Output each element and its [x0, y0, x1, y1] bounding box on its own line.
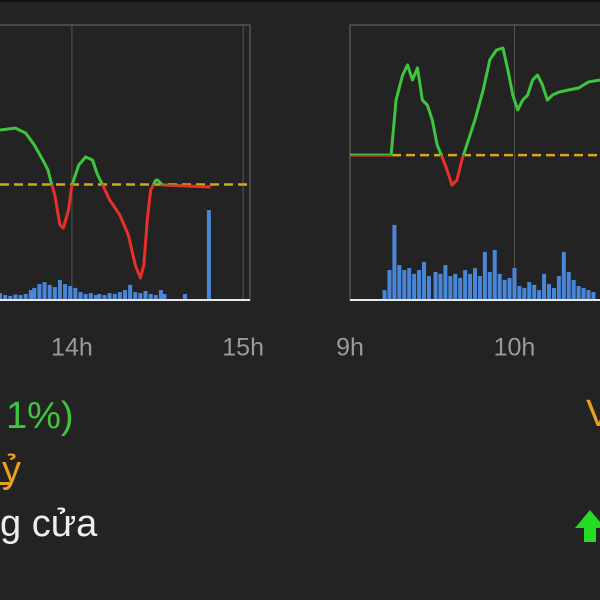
volume-bar: [117, 292, 122, 300]
volume-bar: [133, 292, 138, 300]
right-label: V: [586, 393, 600, 435]
volume-bar: [153, 295, 158, 300]
volume-bar: [482, 251, 487, 300]
volume-bar: [37, 284, 42, 300]
volume-bar: [148, 293, 153, 300]
volume-bar: [448, 276, 453, 300]
volume-bar: [97, 293, 102, 300]
volume-bar: [551, 287, 556, 300]
volume-bar: [112, 293, 117, 300]
volume-bar: [502, 279, 507, 300]
volume-bar: [47, 284, 52, 300]
volume-bar: [426, 276, 431, 300]
volume-bar: [8, 295, 13, 300]
volume-bar: [417, 270, 422, 300]
volume-bar: [143, 290, 148, 300]
volume-bar: [542, 273, 547, 300]
volume-bar: [537, 290, 542, 300]
volume-bar: [88, 293, 93, 300]
volume-bar: [433, 271, 438, 300]
volume-bar: [477, 276, 482, 300]
volume-bar: [407, 268, 412, 300]
volume-bar: [138, 293, 143, 300]
volume-bar: [128, 284, 133, 300]
volume-bar: [517, 285, 522, 300]
volume-bar: [561, 251, 566, 300]
volume-bar: [23, 293, 28, 300]
volume-bar: [32, 287, 37, 300]
volume-bar: [73, 287, 78, 300]
volume-bar: [576, 285, 581, 300]
volume-bar: [453, 273, 458, 300]
volume-bar: [13, 294, 18, 300]
volume-bar: [512, 268, 517, 300]
price-line: [350, 46, 600, 187]
volume-bar: [422, 262, 427, 300]
change-text: 1%): [6, 395, 74, 437]
volume-bar: [412, 273, 417, 300]
volume-bar: [492, 249, 497, 300]
volume-bar: [382, 290, 387, 300]
volume-bar: [402, 270, 407, 300]
volume-bar: [463, 270, 468, 300]
volume-bar: [68, 285, 73, 300]
x-tick-label: 15h: [222, 334, 264, 362]
volume-bar: [438, 273, 443, 300]
volume-bar: [107, 293, 112, 300]
volume-bar: [468, 273, 473, 300]
volume-bar: [3, 295, 8, 300]
volume-bar: [182, 293, 187, 300]
volume-bar: [497, 273, 502, 300]
volume-bar: [522, 287, 527, 300]
volume-bar: [123, 290, 127, 300]
volume-bar: [581, 287, 586, 300]
volume-bar: [162, 293, 167, 300]
volume-bar: [566, 271, 571, 300]
volume-bar: [387, 270, 392, 300]
volume-bar: [556, 276, 561, 300]
volume-bar: [83, 293, 88, 300]
status-text: g cửa: [0, 503, 98, 545]
volume-bar: [507, 278, 512, 300]
x-tick-label: 14h: [51, 334, 93, 362]
volume-bar: [42, 282, 47, 300]
volume-bar: [52, 287, 57, 300]
volume-bar: [0, 293, 2, 300]
volume-bar: [206, 210, 211, 300]
volume-bar: [443, 265, 448, 300]
x-tick-label: 9h: [336, 334, 364, 362]
volume-bar: [158, 290, 163, 300]
volume-bar: [547, 284, 552, 300]
volume-bar: [392, 224, 397, 300]
volume-bar: [527, 282, 532, 300]
volume-bar: [102, 295, 107, 300]
volume-bar: [63, 284, 68, 300]
volume-bar: [473, 268, 477, 300]
price-line: [0, 126, 211, 280]
up-arrow-icon: [575, 510, 600, 542]
volume-bar: [586, 290, 591, 300]
volume-bar: [591, 292, 596, 300]
x-tick-label: 10h: [494, 334, 536, 362]
partial-glyph: [0, 482, 12, 485]
volume-bar: [571, 279, 576, 300]
volume-bar: [532, 284, 537, 300]
volume-bar: [397, 265, 402, 300]
volume-bar: [57, 279, 62, 300]
volume-bar: [93, 295, 98, 300]
volume-bar: [28, 290, 33, 300]
value-text: ỷ: [2, 449, 21, 491]
volume-bar: [487, 271, 492, 300]
volume-bar: [78, 292, 83, 300]
volume-bar: [458, 278, 463, 300]
volume-bar: [18, 295, 23, 300]
